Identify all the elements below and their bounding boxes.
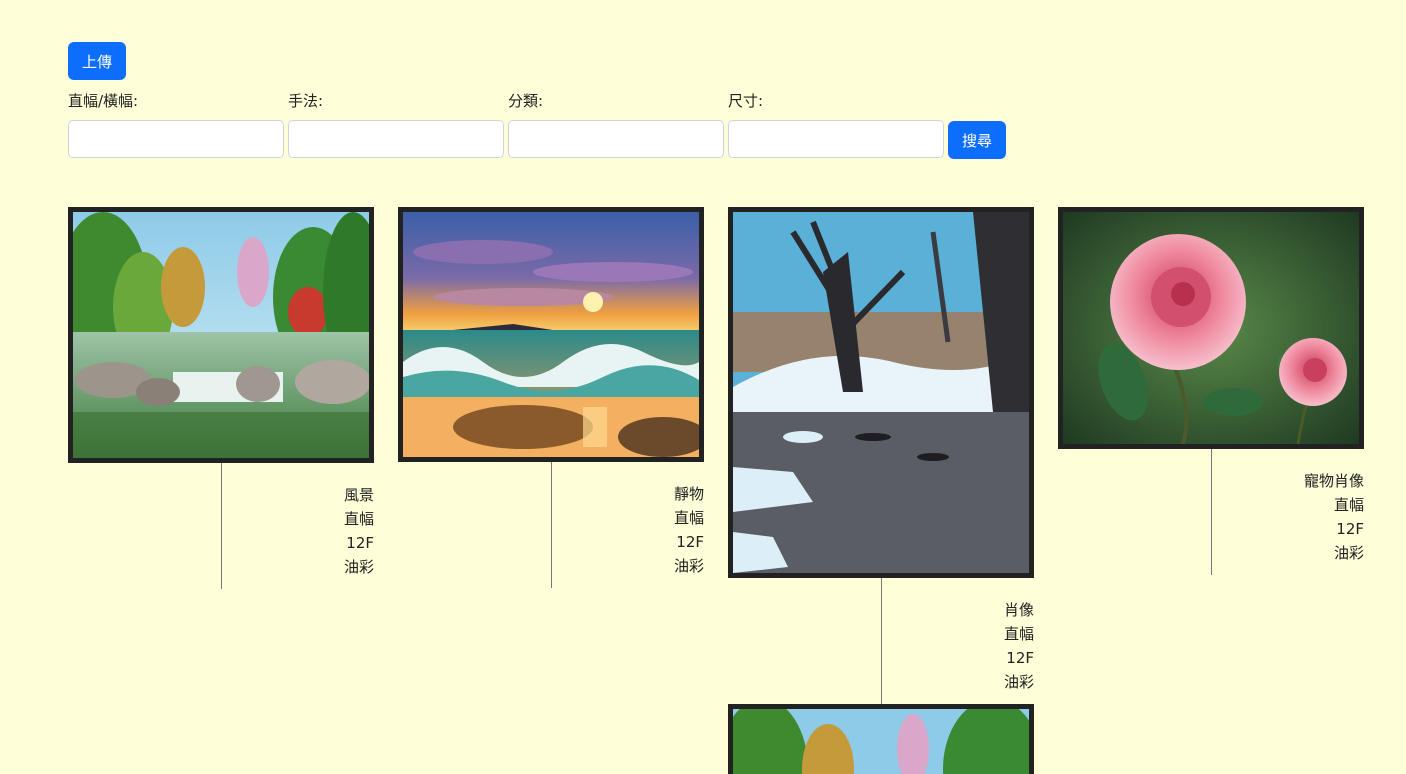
landscape-painting — [73, 212, 369, 458]
painting-size: 12F — [344, 531, 374, 555]
painting-meta-1: 風景 直幅 12F 油彩 — [344, 483, 374, 579]
painting-meta-3: 肖像 直幅 12F 油彩 — [1004, 598, 1034, 694]
painting-category: 肖像 — [1004, 598, 1034, 622]
painting-image-1[interactable] — [68, 207, 374, 463]
painting-medium: 油彩 — [1004, 670, 1034, 694]
orientation-label: 直幅/橫幅: — [68, 90, 138, 111]
category-label: 分類: — [508, 90, 543, 111]
size-label: 尺寸: — [728, 90, 763, 111]
rose-painting — [1063, 212, 1359, 444]
category-input[interactable] — [508, 120, 724, 158]
painting-meta-4: 寵物肖像 直幅 12F 油彩 — [1304, 469, 1364, 565]
painting-orientation: 直幅 — [1004, 622, 1034, 646]
painting-image-3[interactable] — [728, 207, 1034, 578]
upload-button[interactable]: 上傳 — [68, 42, 126, 80]
painting-card-4: 寵物肖像 直幅 12F 油彩 — [1058, 207, 1364, 575]
painting-card-1: 風景 直幅 12F 油彩 — [68, 207, 374, 589]
painting-orientation: 直幅 — [344, 507, 374, 531]
painting-orientation: 直幅 — [1304, 493, 1364, 517]
painting-category: 風景 — [344, 483, 374, 507]
search-button[interactable]: 搜尋 — [948, 121, 1006, 159]
size-input[interactable] — [728, 120, 944, 158]
painting-size: 12F — [674, 530, 704, 554]
card-divider-line — [551, 462, 552, 588]
winter-painting — [733, 212, 1029, 573]
card-divider-line — [881, 578, 882, 704]
painting-card-5 — [728, 704, 1034, 774]
technique-input[interactable] — [288, 120, 504, 158]
painting-medium: 油彩 — [674, 554, 704, 578]
painting-image-2[interactable] — [398, 207, 704, 462]
technique-label: 手法: — [288, 90, 323, 111]
orientation-input[interactable] — [68, 120, 284, 158]
painting-medium: 油彩 — [344, 555, 374, 579]
painting-category: 靜物 — [674, 482, 704, 506]
painting-card-2: 靜物 直幅 12F 油彩 — [398, 207, 704, 588]
seascape-painting — [403, 212, 699, 457]
card-divider-line — [1211, 449, 1212, 575]
painting-medium: 油彩 — [1304, 541, 1364, 565]
painting-category: 寵物肖像 — [1304, 469, 1364, 493]
painting-orientation: 直幅 — [674, 506, 704, 530]
painting-size: 12F — [1304, 517, 1364, 541]
painting-meta-2: 靜物 直幅 12F 油彩 — [674, 482, 704, 578]
painting-card-3: 肖像 直幅 12F 油彩 — [728, 207, 1034, 774]
card-divider-line — [221, 463, 222, 589]
landscape-painting — [733, 709, 1029, 774]
painting-image-4[interactable] — [1058, 207, 1364, 449]
painting-size: 12F — [1004, 646, 1034, 670]
painting-image-5[interactable] — [728, 704, 1034, 774]
